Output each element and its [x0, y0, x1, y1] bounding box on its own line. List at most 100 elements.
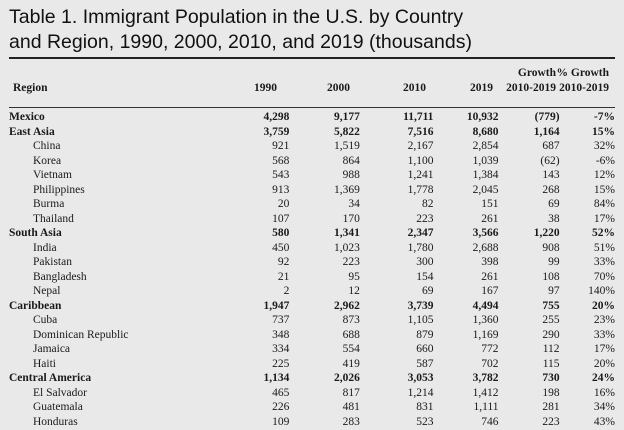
cell-2010: 7,516: [407, 125, 434, 138]
cell-2019: 10,932: [466, 111, 499, 123]
cell-1990: 348: [272, 328, 290, 341]
cell-growth: 1,164: [533, 125, 560, 138]
cell-1990: 226: [272, 401, 290, 413]
cell-2019: 261: [481, 212, 499, 225]
cell-2010: 831: [416, 401, 434, 413]
header-pct-growth-line-2: 2010-2019: [559, 82, 609, 94]
cell-2019: 702: [481, 357, 499, 370]
cell-2000: 988: [342, 169, 360, 181]
cell-region: Korea: [33, 154, 62, 167]
cell-region: Mexico: [9, 111, 45, 123]
cell-pct-growth: 140%: [588, 285, 615, 297]
header-1990: 1990: [254, 82, 277, 94]
cell-2019: 772: [481, 343, 499, 355]
cell-2000: 9,177: [334, 111, 360, 123]
cell-2000: 223: [342, 256, 360, 268]
cell-2010: 1,241: [407, 169, 434, 181]
cell-2000: 1,023: [334, 241, 360, 254]
cell-2010: 2,347: [407, 227, 434, 239]
header-pct-growth: % Growth 2010-2019: [553, 66, 610, 96]
cell-1990: 737: [272, 314, 290, 326]
cell-2000: 170: [342, 212, 360, 225]
cell-growth: 255: [542, 314, 560, 326]
cell-2010: 3,053: [407, 372, 434, 384]
cell-2000: 873: [342, 314, 360, 326]
cell-region: Caribbean: [9, 299, 62, 312]
cell-1990: 334: [272, 343, 290, 355]
cell-2010: 82: [421, 198, 434, 210]
cell-2000: 2,026: [334, 372, 360, 384]
cell-2019: 398: [481, 256, 499, 268]
table-row: El Salvador 465 817 1,214 1,412 198 16%: [9, 386, 615, 401]
cell-growth: 97: [548, 285, 560, 297]
cell-2010: 1,214: [407, 386, 434, 399]
cell-region: Central America: [9, 372, 92, 384]
table-row: Korea 568 864 1,100 1,039 (62) -6%: [9, 154, 615, 169]
cell-2010: 523: [416, 415, 434, 428]
cell-growth: 687: [542, 140, 560, 152]
cell-2019: 2,688: [472, 241, 499, 254]
cell-region: Honduras: [33, 415, 78, 428]
table-row: India 450 1,023 1,780 2,688 908 51%: [9, 241, 615, 256]
cell-1990: 21: [277, 270, 290, 283]
cell-1990: 2: [283, 285, 290, 297]
table-row-group: Mexico 4,298 9,177 11,711 10,932 (779) -7%: [9, 110, 615, 125]
cell-2000: 283: [342, 415, 360, 428]
table-row: Pakistan 92 223 300 398 99 33%: [9, 255, 615, 270]
cell-2019: 261: [481, 270, 499, 283]
table-row: Philippines 913 1,369 1,778 2,045 268 15%: [9, 183, 615, 198]
cell-2019: 4,494: [472, 299, 499, 312]
cell-region: Vietnam: [33, 169, 72, 181]
cell-1990: 1,947: [263, 299, 290, 312]
cell-growth: 730: [542, 372, 560, 384]
cell-growth: 112: [542, 343, 560, 355]
header-divider: [9, 107, 615, 108]
cell-2019: 2,045: [472, 183, 499, 196]
cell-2019: 1,169: [472, 328, 499, 341]
cell-2000: 95: [348, 270, 360, 283]
cell-pct-growth: 17%: [593, 212, 615, 225]
cell-2000: 12: [348, 285, 360, 297]
table-row: Bangladesh 21 95 154 261 108 70%: [9, 270, 615, 285]
cell-pct-growth: 33%: [593, 328, 615, 341]
cell-2010: 223: [416, 212, 434, 225]
table-row-group: Central America 1,134 2,026 3,053 3,782 730 24…: [9, 371, 615, 386]
cell-2010: 660: [416, 343, 434, 355]
table-row: Jamaica 334 554 660 772 112 17%: [9, 342, 615, 357]
table-row: Haiti 225 419 587 702 115 20%: [9, 357, 615, 372]
cell-2010: 1,778: [407, 183, 434, 196]
cell-2000: 817: [342, 386, 360, 399]
cell-1990: 20: [277, 198, 290, 210]
table-row: Nepal 2 12 69 167 97 140%: [9, 284, 615, 299]
cell-region: East Asia: [9, 125, 55, 138]
table-row: China 921 1,519 2,167 2,854 687 32%: [9, 139, 615, 154]
header-growth: Growth 2010-2019: [479, 66, 556, 96]
cell-pct-growth: 15%: [593, 183, 615, 196]
cell-region: Nepal: [33, 285, 61, 297]
cell-pct-growth: 84%: [593, 198, 615, 210]
cell-1990: 4,298: [263, 111, 290, 123]
table-title-line-2: and Region, 1990, 2000, 2010, and 2019 (…: [9, 31, 472, 53]
table-row: Cuba 737 873 1,105 1,360 255 23%: [9, 313, 615, 328]
cell-pct-growth: 16%: [593, 386, 615, 399]
cell-1990: 450: [272, 241, 290, 254]
cell-pct-growth: 23%: [593, 314, 615, 326]
table-row-group: Caribbean 1,947 2,962 3,739 4,494 755 20%: [9, 299, 615, 314]
cell-pct-growth: 24%: [592, 372, 615, 384]
cell-pct-growth: 34%: [593, 401, 615, 413]
cell-2019: 1,360: [472, 314, 499, 326]
header-region: Region: [13, 82, 48, 94]
cell-region: Bangladesh: [33, 270, 87, 283]
cell-1990: 921: [272, 140, 290, 152]
cell-growth: 108: [542, 270, 560, 283]
cell-2019: 167: [481, 285, 499, 297]
cell-2010: 587: [416, 357, 434, 370]
cell-region: Dominican Republic: [33, 328, 129, 341]
cell-region: Haiti: [33, 357, 56, 370]
cell-pct-growth: 20%: [592, 299, 615, 312]
cell-region: India: [33, 241, 57, 254]
cell-2010: 69: [421, 285, 434, 297]
cell-pct-growth: 70%: [593, 270, 615, 283]
cell-2019: 151: [481, 198, 499, 210]
cell-2000: 5,822: [334, 125, 360, 138]
